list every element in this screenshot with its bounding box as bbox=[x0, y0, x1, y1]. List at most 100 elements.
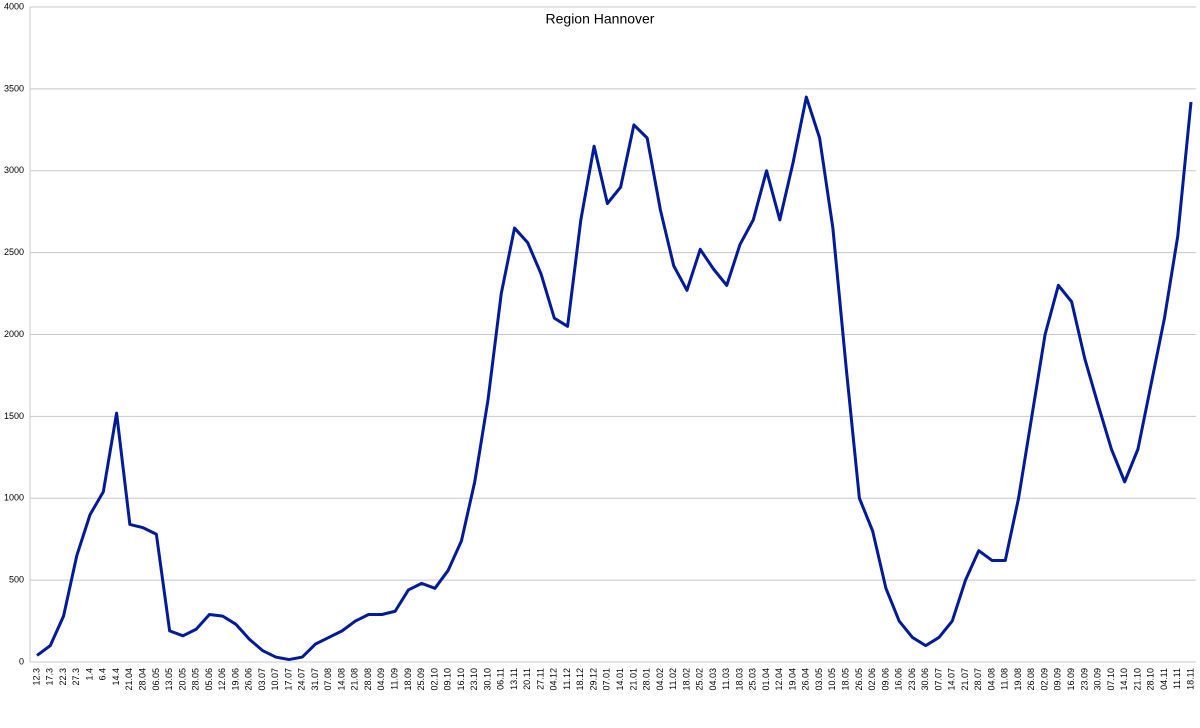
x-tick-label: 11.03 bbox=[721, 668, 731, 690]
x-tick-label: 14.01 bbox=[615, 668, 625, 691]
x-tick-label: 30.09 bbox=[1093, 668, 1103, 691]
x-tick-label: 28.04 bbox=[137, 668, 147, 691]
x-tick-label: 07.07 bbox=[933, 668, 943, 691]
y-tick-label: 2000 bbox=[4, 329, 24, 339]
x-tick-label: 04.11 bbox=[1159, 668, 1169, 690]
x-tick-label: 03.05 bbox=[814, 668, 824, 691]
x-tick-label: 19.08 bbox=[1013, 668, 1023, 691]
x-tick-label: 10.07 bbox=[270, 668, 280, 691]
x-tick-label: 16.10 bbox=[456, 668, 466, 691]
x-tick-label: 28.07 bbox=[973, 668, 983, 691]
x-tick-label: 19.06 bbox=[230, 668, 240, 691]
x-tick-label: 19.04 bbox=[787, 668, 797, 691]
y-tick-label: 500 bbox=[9, 575, 24, 585]
x-tick-label: 21.04 bbox=[124, 668, 134, 691]
y-tick-label: 2500 bbox=[4, 247, 24, 257]
x-tick-label: 11.02 bbox=[668, 668, 678, 690]
y-tick-label: 3000 bbox=[4, 165, 24, 175]
x-tick-label: 27.3 bbox=[71, 668, 81, 686]
x-tick-label: 03.07 bbox=[257, 668, 267, 691]
x-tick-label: 26.05 bbox=[854, 668, 864, 691]
x-tick-label: 14.08 bbox=[336, 668, 346, 691]
x-tick-label: 24.07 bbox=[297, 668, 307, 691]
x-tick-label: 11.12 bbox=[562, 668, 572, 690]
x-tick-label: 18.02 bbox=[681, 668, 691, 691]
x-tick-label: 17.07 bbox=[283, 668, 293, 691]
x-tick-label: 21.08 bbox=[350, 668, 360, 691]
x-tick-label: 10.05 bbox=[827, 668, 837, 691]
x-tick-label: 26.06 bbox=[244, 668, 254, 691]
x-tick-label: 20.05 bbox=[177, 668, 187, 691]
x-tick-label: 26.04 bbox=[801, 668, 811, 691]
x-tick-label: 13.05 bbox=[164, 668, 174, 691]
x-tick-label: 01.04 bbox=[761, 668, 771, 691]
x-tick-label: 14.10 bbox=[1119, 668, 1129, 691]
x-tick-label: 13.11 bbox=[509, 668, 519, 690]
y-tick-label: 1000 bbox=[4, 493, 24, 503]
chart-title: Region Hannover bbox=[546, 11, 655, 27]
x-tick-label: 25.02 bbox=[695, 668, 705, 691]
x-tick-label: 27.11 bbox=[535, 668, 545, 690]
x-tick-label: 02.10 bbox=[429, 668, 439, 691]
x-tick-label: 18.09 bbox=[403, 668, 413, 691]
x-tick-label: 12.06 bbox=[217, 668, 227, 691]
x-tick-label: 04.03 bbox=[708, 668, 718, 691]
x-tick-label: 07.01 bbox=[602, 668, 612, 691]
x-tick-label: 07.10 bbox=[1106, 668, 1116, 691]
x-tick-label: 09.10 bbox=[443, 668, 453, 691]
x-tick-label: 12.3 bbox=[31, 668, 41, 686]
y-tick-label: 0 bbox=[19, 656, 24, 666]
x-tick-label: 18.03 bbox=[734, 668, 744, 691]
x-tick-label: 16.06 bbox=[894, 668, 904, 691]
x-tick-label: 06.11 bbox=[496, 668, 506, 690]
y-tick-label: 4000 bbox=[4, 1, 24, 11]
x-tick-label: 11.11 bbox=[1172, 668, 1182, 689]
x-tick-label: 04.12 bbox=[549, 668, 559, 691]
x-tick-label: 09.06 bbox=[880, 668, 890, 691]
x-tick-label: 04.02 bbox=[655, 668, 665, 691]
x-tick-label: 23.10 bbox=[469, 668, 479, 691]
x-tick-label: 17.3 bbox=[45, 668, 55, 686]
x-tick-label: 11.09 bbox=[390, 668, 400, 690]
x-tick-label: 09.09 bbox=[1053, 668, 1063, 691]
x-tick-label: 25.09 bbox=[416, 668, 426, 691]
y-tick-label: 1500 bbox=[4, 411, 24, 421]
x-tick-label: 05.06 bbox=[204, 668, 214, 691]
x-tick-label: 28.10 bbox=[1146, 668, 1156, 691]
x-tick-label: 28.08 bbox=[363, 668, 373, 691]
x-tick-label: 28.05 bbox=[191, 668, 201, 691]
x-tick-label: 31.07 bbox=[310, 668, 320, 691]
x-tick-label: 18.05 bbox=[841, 668, 851, 691]
x-tick-label: 25.03 bbox=[748, 668, 758, 691]
x-tick-label: 12.04 bbox=[774, 668, 784, 691]
x-tick-label: 14.07 bbox=[947, 668, 957, 691]
x-tick-label: 26.08 bbox=[1026, 668, 1036, 691]
x-tick-label: 28.01 bbox=[642, 668, 652, 691]
x-tick-label: 23.09 bbox=[1079, 668, 1089, 691]
x-tick-label: 06.05 bbox=[151, 668, 161, 691]
x-tick-label: 20.11 bbox=[522, 668, 532, 690]
x-tick-label: 14.4 bbox=[111, 668, 121, 686]
x-tick-label: 21.01 bbox=[628, 668, 638, 691]
x-tick-label: 16.09 bbox=[1066, 668, 1076, 691]
data-line bbox=[36, 95, 1193, 662]
x-tick-label: 18.12 bbox=[575, 668, 585, 691]
y-tick-label: 3500 bbox=[4, 83, 24, 93]
x-tick-label: 18.11 bbox=[1185, 668, 1195, 690]
x-tick-label: 21.10 bbox=[1132, 668, 1142, 691]
x-tick-label: 04.08 bbox=[986, 668, 996, 691]
x-tick-label: 23.06 bbox=[907, 668, 917, 691]
x-tick-label: 21.07 bbox=[960, 668, 970, 691]
x-tick-label: 29.12 bbox=[588, 668, 598, 691]
x-tick-label: 02.09 bbox=[1039, 668, 1049, 691]
x-tick-label: 02.06 bbox=[867, 668, 877, 691]
x-tick-label: 30.06 bbox=[920, 668, 930, 691]
x-tick-label: 11.08 bbox=[1000, 668, 1010, 690]
x-tick-label: 04.09 bbox=[376, 668, 386, 691]
x-tick-label: 6.4 bbox=[98, 668, 108, 681]
x-tick-label: 07.08 bbox=[323, 668, 333, 691]
x-tick-label: 22.3 bbox=[58, 668, 68, 686]
x-tick-label: 1.4 bbox=[84, 668, 94, 681]
x-tick-label: 30.10 bbox=[482, 668, 492, 691]
